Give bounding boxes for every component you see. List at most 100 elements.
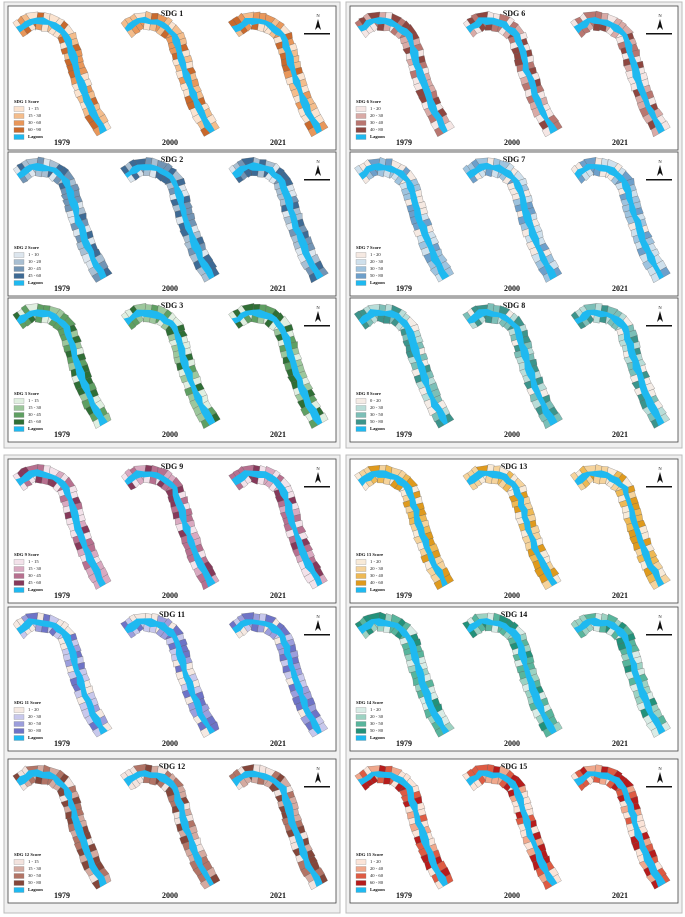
north-arrow [657, 772, 663, 783]
panel-title: SDG 2 [161, 155, 183, 164]
legend-swatch [13, 707, 25, 713]
legend-swatch [13, 398, 25, 404]
map-panel: SDG 11 1979 2000 2021 N SDG 11 Score 1 - 20 20 … [7, 606, 337, 752]
legend-label: 60 - 90 [28, 127, 42, 132]
map-panel: SDG 3 1979 2000 2021 N SDG 3 Score 1 - 15 15 - … [7, 297, 337, 443]
year-label: 1979 [396, 891, 412, 900]
legend-title: SDG 13 Score [356, 552, 383, 557]
legend-swatch [355, 252, 367, 258]
lagoon [466, 470, 558, 587]
legend-title: SDG 2 Score [14, 245, 39, 250]
scale-bar [646, 786, 672, 788]
legend-swatch [13, 580, 25, 586]
lagoon [466, 162, 557, 281]
north-arrow [315, 19, 321, 30]
year-label: 2021 [270, 284, 286, 293]
north-label: N [658, 766, 662, 771]
north-arrow [657, 19, 663, 30]
legend-label: 15 - 30 [28, 566, 42, 571]
panel-title: SDG 7 [503, 155, 525, 164]
legend-label: 1 - 20 [370, 859, 381, 864]
legend-label: Lagoon [370, 735, 385, 740]
year-label: 1979 [54, 138, 70, 147]
legend-swatch [13, 120, 25, 126]
year-label: 2021 [612, 430, 628, 439]
legend-label: 1 - 20 [370, 106, 381, 111]
legend-label: 60 - 80 [370, 880, 384, 885]
legend-label: 50 - 80 [28, 880, 42, 885]
panel-title: SDG 15 [501, 762, 527, 771]
legend-swatch [355, 412, 367, 418]
legend-label: Lagoon [28, 134, 43, 139]
legend-label: 50 - 80 [370, 419, 384, 424]
year-label: 2021 [270, 591, 286, 600]
north-arrow [315, 620, 321, 631]
lagoon [357, 618, 450, 735]
legend-label: Lagoon [28, 426, 43, 431]
legend-title: SDG 14 Score [356, 700, 383, 705]
legend-title: SDG 12 Score [14, 852, 41, 857]
legend-swatch [13, 859, 25, 865]
year-label: 1979 [396, 591, 412, 600]
legend-label: 1 - 10 [28, 252, 39, 257]
legend-label: Lagoon [370, 887, 385, 892]
lagoon [231, 770, 323, 887]
legend-swatch [355, 273, 367, 279]
legend-label: 45 - 60 [28, 273, 42, 278]
panel-title: SDG 8 [503, 301, 525, 310]
legend-label: 20 - 40 [370, 866, 384, 871]
lagoon [573, 771, 666, 888]
year-label: 2000 [162, 891, 178, 900]
legend-label: 50 - 80 [28, 728, 42, 733]
lagoon [231, 162, 324, 280]
north-arrow [657, 472, 663, 483]
north-label: N [316, 305, 320, 310]
legend-swatch [355, 127, 367, 133]
legend-title: SDG 6 Score [356, 99, 381, 104]
legend-swatch [13, 880, 25, 886]
legend-swatch [355, 266, 367, 272]
scale-bar [304, 325, 330, 327]
lagoon [16, 309, 108, 427]
year-label: 2021 [270, 430, 286, 439]
legend-swatch [355, 735, 367, 741]
legend-swatch [355, 398, 367, 404]
north-label: N [658, 466, 662, 471]
year-label: 2000 [162, 591, 178, 600]
lagoon [123, 770, 214, 887]
lagoon [232, 619, 322, 735]
legend-swatch [355, 728, 367, 734]
legend-swatch [13, 252, 25, 258]
year-label: 2021 [270, 739, 286, 748]
legend-swatch [355, 580, 367, 586]
legend-swatch [13, 412, 25, 418]
year-label: 2021 [612, 739, 628, 748]
map-panel: SDG 6 1979 2000 2021 N SDG 6 Score 1 - 20 20 - … [349, 5, 679, 151]
legend-title: SDG 3 Score [14, 391, 39, 396]
legend-label: 1 - 15 [28, 106, 39, 111]
legend-swatch [13, 887, 25, 893]
lagoon [124, 164, 215, 280]
legend-label: 40 - 60 [370, 580, 384, 585]
north-label: N [316, 13, 320, 18]
map-panel: SDG 13 1979 2000 2021 N SDG 13 Score 1 - 20 20 … [349, 458, 679, 604]
legend-label: 40 - 60 [370, 873, 384, 878]
legend-title: SDG 8 Score [356, 391, 381, 396]
lagoon [16, 769, 107, 888]
legend-label: 20 - 45 [28, 266, 42, 271]
year-label: 1979 [54, 891, 70, 900]
legend-swatch [13, 273, 25, 279]
map-panel: SDG 7 1979 2000 2021 N SDG 7 Score 1 - 20 20 - … [349, 151, 679, 297]
map-panel: SDG 9 1979 2000 2021 N SDG 9 Score 1 - 15 15 - … [7, 458, 337, 604]
legend-label: Lagoon [28, 887, 43, 892]
legend-label: 30 - 50 [370, 412, 384, 417]
lagoon [231, 309, 323, 426]
north-arrow [315, 772, 321, 783]
lagoon [574, 309, 665, 426]
legend-swatch [13, 873, 25, 879]
legend-swatch [13, 714, 25, 720]
scale-bar [646, 179, 672, 181]
legend-swatch [13, 573, 25, 579]
legend-swatch [355, 113, 367, 119]
